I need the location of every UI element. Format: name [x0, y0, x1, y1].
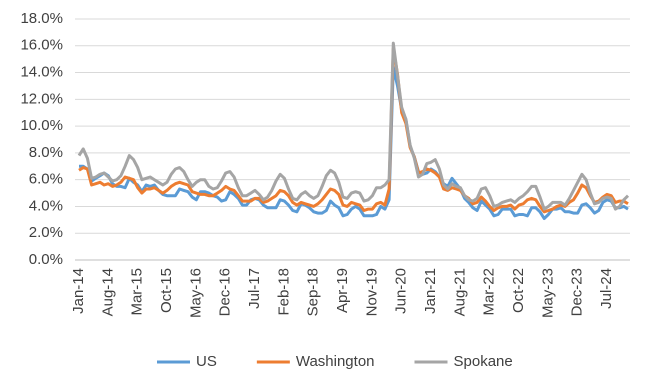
y-tick-label: 10.0% — [20, 117, 63, 134]
x-tick-label: Nov-19 — [363, 268, 380, 316]
x-tick-label: Jun-20 — [393, 268, 410, 314]
y-tick-label: 4.0% — [29, 197, 63, 214]
y-tick-label: 8.0% — [29, 144, 63, 161]
x-tick-label: Jan-21 — [422, 268, 439, 314]
x-tick-label: Oct-22 — [510, 268, 527, 313]
x-tick-label: Mar-15 — [129, 268, 146, 316]
legend-label: US — [196, 353, 217, 370]
x-tick-label: Aug-21 — [451, 268, 468, 316]
y-tick-label: 2.0% — [29, 224, 63, 241]
y-tick-label: 0.0% — [29, 251, 63, 268]
x-tick-label: Aug-14 — [99, 268, 116, 316]
y-tick-label: 6.0% — [29, 171, 63, 188]
x-tick-label: Feb-18 — [275, 268, 292, 316]
x-tick-label: Sep-18 — [305, 268, 322, 316]
series-line — [78, 47, 629, 214]
x-tick-label: Jul-24 — [598, 268, 615, 309]
y-tick-label: 18.0% — [20, 10, 63, 27]
x-tick-label: Jul-17 — [246, 268, 263, 309]
y-tick-label: 16.0% — [20, 37, 63, 54]
x-tick-label: Dec-23 — [569, 268, 586, 316]
x-tick-label: Jan-14 — [70, 268, 87, 314]
x-tick-label: Dec-16 — [217, 268, 234, 316]
y-tick-label: 14.0% — [20, 64, 63, 81]
x-tick-label: Apr-19 — [334, 268, 351, 313]
x-tick-label: Mar-22 — [481, 268, 498, 316]
x-tick-label: May-23 — [539, 268, 556, 318]
x-tick-label: May-16 — [187, 268, 204, 318]
legend-label: Washington — [296, 353, 375, 370]
x-tick-label: Oct-15 — [158, 268, 175, 313]
legend-label: Spokane — [454, 353, 513, 370]
series-line — [79, 65, 629, 220]
series-line — [77, 41, 630, 211]
y-tick-label: 12.0% — [20, 90, 63, 107]
